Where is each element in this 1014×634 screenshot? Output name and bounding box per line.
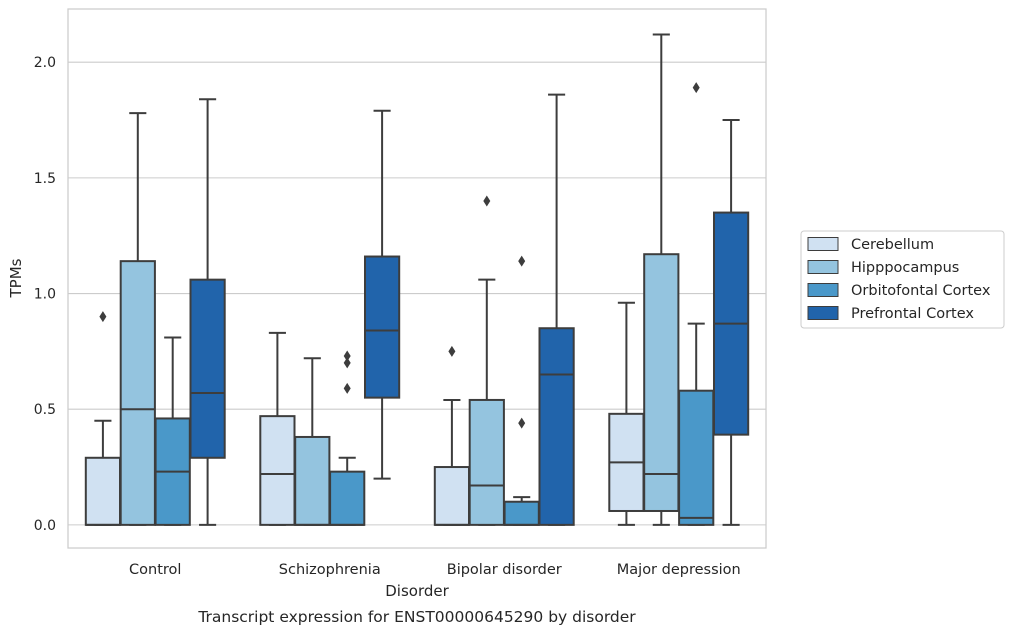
y-axis-label: TPMs — [7, 258, 25, 298]
box — [678, 82, 715, 526]
outlier-point — [99, 311, 107, 323]
box — [363, 109, 401, 480]
box — [294, 357, 331, 526]
box-body — [119, 260, 156, 526]
box-body — [468, 398, 505, 526]
box — [643, 33, 680, 526]
legend-label: Cerebellum — [851, 237, 934, 253]
box-body — [189, 278, 226, 459]
box-body — [433, 466, 471, 526]
legend-swatch — [807, 283, 839, 297]
legend-swatch — [807, 306, 839, 320]
legend: Cerebellum Hipppocampus Orbitofontal Corte… — [800, 230, 1005, 329]
legend-label: Hipppocampus — [851, 260, 959, 276]
box-body — [84, 456, 122, 526]
outlier-point — [343, 350, 351, 362]
x-tick-label: Bipolar disorder — [447, 562, 562, 578]
box-body — [538, 327, 575, 526]
outlier-point — [483, 195, 491, 207]
outlier-point — [518, 417, 526, 429]
legend-frame — [800, 230, 1005, 329]
legend-items: Cerebellum Hipppocampus Orbitofontal Corte… — [807, 237, 991, 322]
box-body — [363, 255, 401, 399]
box — [84, 311, 122, 526]
y-tick-label: 1.0 — [34, 287, 56, 303]
box-body — [503, 500, 540, 526]
box — [608, 301, 645, 526]
box — [329, 350, 366, 526]
x-tick-label: Control — [129, 562, 181, 578]
boxes — [84, 33, 750, 526]
outlier-point — [343, 382, 351, 394]
legend-swatch — [807, 237, 839, 251]
box — [712, 119, 750, 526]
box-body — [643, 253, 680, 512]
box — [154, 336, 191, 526]
box — [119, 112, 156, 526]
box — [433, 345, 471, 526]
x-tick-labels: Control Schizophrenia Bipolar disorder Majo… — [129, 562, 741, 578]
y-tick-label: 0.0 — [34, 518, 56, 534]
box — [468, 195, 505, 526]
box-body — [294, 435, 331, 526]
legend-label: Orbitofontal Cortex — [851, 283, 991, 299]
x-tick-label: Schizophrenia — [279, 562, 381, 578]
y-tick-label: 0.5 — [34, 402, 56, 418]
legend-swatch — [807, 260, 839, 274]
outlier-point — [343, 357, 351, 369]
box — [503, 255, 540, 526]
outlier-point — [692, 82, 700, 94]
y-tick-label: 2.0 — [34, 55, 56, 71]
box — [189, 98, 226, 526]
x-tick-label: Major depression — [617, 562, 741, 578]
legend-label: Prefrontal Cortex — [851, 306, 974, 322]
box — [259, 331, 296, 526]
box — [538, 93, 575, 526]
box-body — [259, 415, 296, 526]
box-body — [329, 470, 366, 526]
y-tick-label: 1.5 — [34, 171, 56, 187]
outlier-point — [518, 255, 526, 267]
outlier-point — [448, 345, 456, 357]
y-tick-labels: 0.0 0.5 1.0 1.5 2.0 — [34, 55, 56, 534]
box-body — [678, 389, 715, 526]
chart-caption: Transcript expression for ENST0000064529… — [197, 608, 636, 626]
x-axis-label: Disorder — [385, 582, 449, 600]
